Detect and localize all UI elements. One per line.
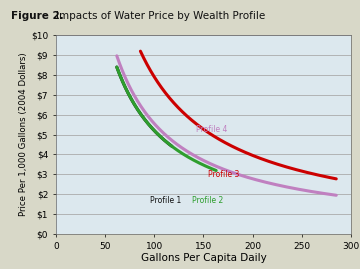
Y-axis label: Price Per 1,000 Gallons (2004 Dollars): Price Per 1,000 Gallons (2004 Dollars) [19,53,28,216]
X-axis label: Gallons Per Capita Daily: Gallons Per Capita Daily [140,253,266,263]
Text: Impacts of Water Price by Wealth Profile: Impacts of Water Price by Wealth Profile [56,11,265,21]
Text: Profile 3: Profile 3 [208,170,240,179]
Text: Profile 2: Profile 2 [192,196,223,205]
Text: Figure 2.: Figure 2. [11,11,64,21]
Text: Profile 1: Profile 1 [150,196,181,205]
Text: Profile 4: Profile 4 [195,125,227,133]
